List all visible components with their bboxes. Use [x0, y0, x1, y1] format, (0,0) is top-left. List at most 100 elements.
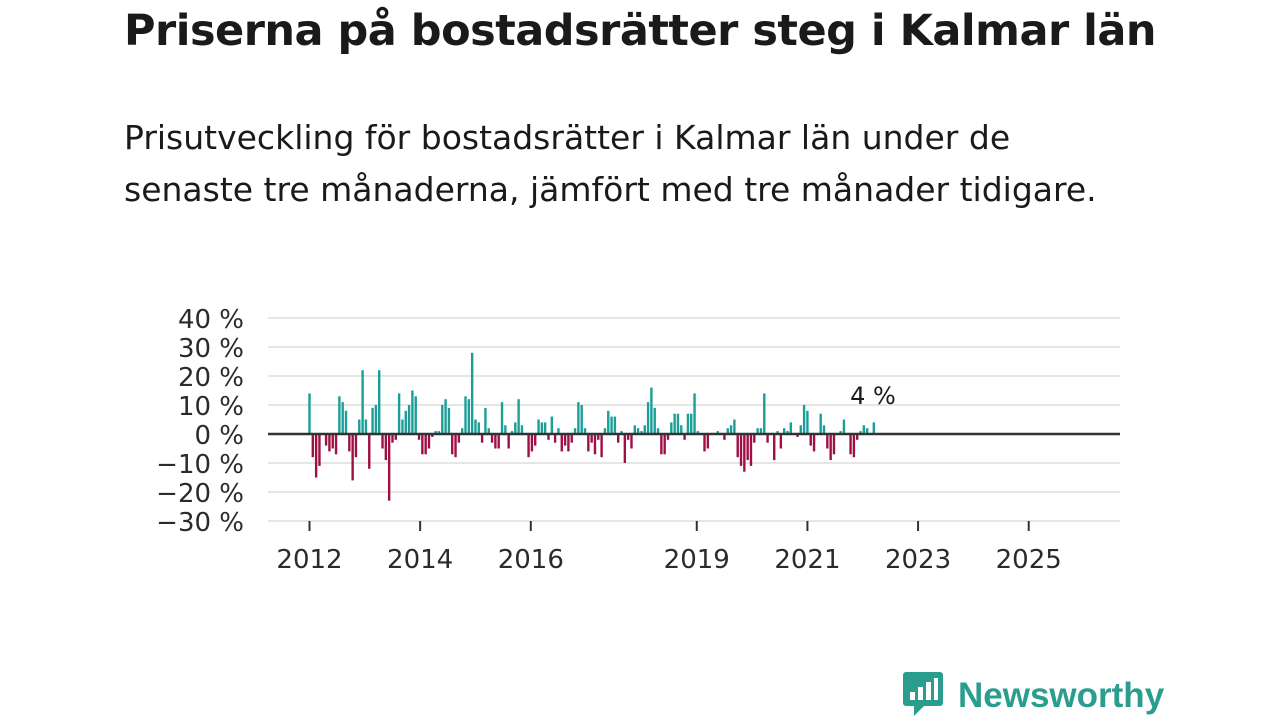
bar	[597, 434, 600, 440]
bar	[779, 434, 783, 449]
bar	[517, 399, 520, 434]
bar	[749, 434, 753, 466]
bar	[341, 402, 344, 434]
bar	[577, 402, 580, 434]
bar	[849, 434, 852, 455]
bar	[630, 434, 633, 449]
bar	[626, 434, 630, 440]
bar	[371, 407, 374, 434]
bar	[364, 419, 368, 434]
bar	[826, 434, 829, 449]
bar	[600, 434, 603, 458]
bar	[391, 434, 394, 443]
bar	[411, 390, 414, 434]
bar	[756, 428, 759, 434]
bar	[470, 352, 474, 434]
bar	[856, 434, 859, 440]
bar	[484, 407, 487, 434]
bar	[829, 434, 832, 461]
bar	[593, 434, 597, 455]
bar	[567, 434, 570, 452]
bars	[308, 352, 876, 501]
bar	[550, 416, 554, 434]
bar	[407, 405, 411, 434]
bar	[812, 434, 816, 452]
bar	[809, 434, 812, 446]
bar	[374, 405, 378, 434]
bar	[560, 434, 563, 452]
bar	[683, 434, 686, 440]
chart-title: Priserna på bostadsrätter steg i Kalmar …	[124, 6, 1157, 56]
bar	[324, 434, 328, 446]
x-tick-label: 2019	[664, 545, 730, 575]
y-tick-label: −20 %	[156, 479, 244, 509]
bar	[314, 434, 318, 478]
bar	[743, 434, 746, 472]
bar	[311, 434, 315, 458]
bar	[494, 434, 497, 449]
bar	[746, 434, 749, 461]
bar	[643, 425, 646, 434]
bar	[431, 434, 434, 437]
brand-name: Newsworthy	[958, 676, 1165, 715]
bar	[763, 393, 766, 434]
bar	[397, 393, 401, 434]
bar	[726, 428, 729, 434]
bar	[670, 422, 673, 434]
bar	[540, 422, 544, 434]
bar	[610, 416, 613, 434]
bar	[570, 434, 573, 443]
bar	[454, 434, 457, 458]
bar	[607, 410, 610, 434]
newsworthy-logo-icon	[902, 670, 944, 722]
bar	[401, 419, 404, 434]
bar	[580, 405, 583, 434]
x-tick-label: 2025	[996, 545, 1062, 575]
bar	[480, 434, 484, 443]
bar	[620, 431, 623, 434]
bar	[474, 419, 477, 434]
bar	[693, 393, 696, 434]
bar	[573, 428, 577, 434]
bar	[387, 434, 391, 501]
bar	[344, 410, 348, 434]
x-tick-label: 2016	[498, 545, 564, 575]
bar	[424, 434, 427, 455]
bar	[617, 434, 620, 443]
bar	[444, 399, 447, 434]
bar	[328, 434, 331, 452]
bar	[404, 410, 407, 434]
axes: 40 %30 %20 %10 %0 %−10 %−20 %−30 % 2012 20…	[156, 305, 1120, 575]
last-value-label: 4 %	[850, 382, 896, 410]
bar	[872, 422, 876, 434]
y-tick-label: 20 %	[178, 363, 244, 393]
bar	[354, 434, 358, 458]
x-tick-label: 2023	[885, 545, 951, 575]
bar	[414, 396, 417, 434]
bar	[839, 431, 842, 434]
bar	[460, 428, 464, 434]
bar	[514, 422, 517, 434]
bar	[351, 434, 354, 481]
bar	[733, 419, 736, 434]
bar	[776, 431, 779, 434]
bar	[467, 399, 471, 434]
bar	[646, 402, 650, 434]
bar	[796, 434, 799, 437]
bar	[384, 434, 388, 461]
bar	[497, 434, 500, 449]
bar	[520, 425, 524, 434]
bar	[447, 407, 451, 434]
bar	[318, 434, 321, 466]
bar	[739, 434, 743, 466]
bar	[507, 434, 510, 449]
bar	[530, 434, 534, 452]
bar	[358, 419, 361, 434]
bar	[500, 402, 504, 434]
bar	[766, 434, 769, 443]
bar	[451, 434, 454, 455]
bar	[613, 416, 617, 434]
bar	[378, 370, 381, 434]
bar	[663, 434, 666, 455]
bar	[331, 434, 334, 449]
